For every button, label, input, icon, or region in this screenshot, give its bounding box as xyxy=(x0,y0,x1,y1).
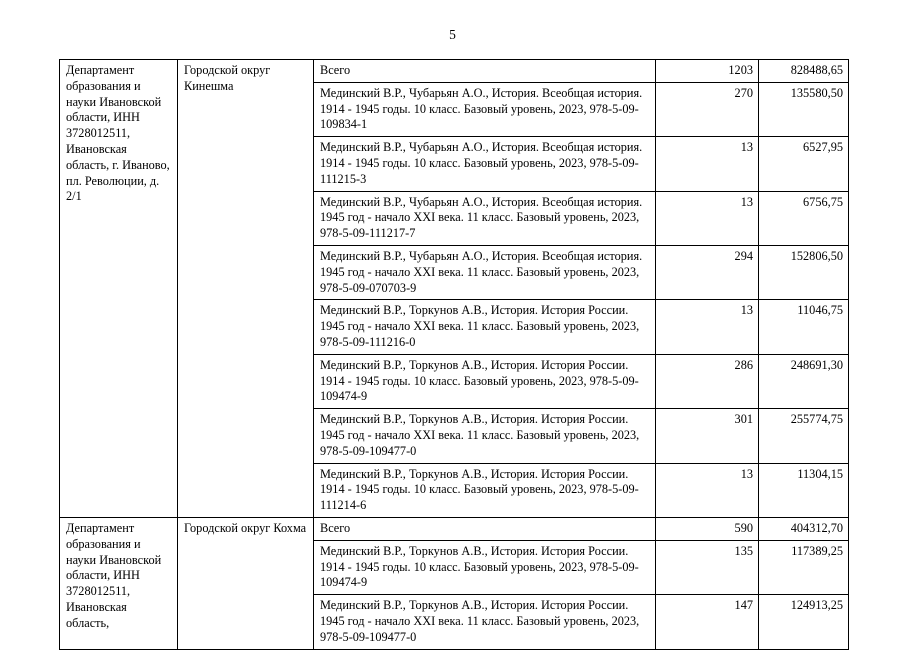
textbook-allocation-table-wrapper: Департамент образования и науки Ивановск… xyxy=(59,59,849,650)
table-row: Департамент образования и науки Ивановск… xyxy=(59,516,849,650)
municipality-cell: Городской округ Кохма xyxy=(177,516,314,650)
sum-cell: 255774,75 xyxy=(758,408,849,464)
textbook-title-cell: Мединский В.Р., Торкунов А.В., История. … xyxy=(313,299,656,355)
table-row: Мединский В.Р., Чубарьян А.О., История. … xyxy=(60,136,849,192)
textbook-title-cell: Мединский В.Р., Чубарьян А.О., История. … xyxy=(313,244,656,301)
textbook-title-cell: Мединский В.Р., Торкунов А.В., История. … xyxy=(313,353,656,410)
quantity-cell: 13 xyxy=(655,190,759,246)
total-label-cell: Всего xyxy=(313,59,656,83)
quantity-cell: 13 xyxy=(655,299,759,355)
quantity-cell: 590 xyxy=(655,516,759,541)
table-row: Мединский В.Р., Торкунов А.В., История. … xyxy=(60,353,849,410)
textbook-title-cell: Мединский В.Р., Чубарьян А.О., История. … xyxy=(313,81,656,138)
total-label-cell: Всего xyxy=(313,516,656,541)
table-row: Мединский В.Р., Чубарьян А.О., История. … xyxy=(60,190,849,246)
quantity-cell: 286 xyxy=(655,353,759,410)
page-number: 5 xyxy=(449,27,456,42)
textbook-title-cell: Мединский В.Р., Чубарьян А.О., История. … xyxy=(313,136,656,192)
quantity-cell: 294 xyxy=(655,244,759,301)
sum-cell: 11304,15 xyxy=(758,462,849,518)
textbook-title-cell: Мединский В.Р., Торкунов А.В., История. … xyxy=(313,462,656,518)
quantity-cell: 147 xyxy=(655,594,759,650)
quantity-cell: 135 xyxy=(655,539,759,596)
table-row: Мединский В.Р., Чубарьян А.О., История. … xyxy=(60,81,849,138)
sum-cell: 152806,50 xyxy=(758,244,849,301)
quantity-cell: 270 xyxy=(655,81,759,138)
organization-cell: Департамент образования и науки Ивановск… xyxy=(59,516,178,650)
sum-cell: 11046,75 xyxy=(758,299,849,355)
textbook-title-cell: Мединский В.Р., Торкунов А.В., История. … xyxy=(313,539,656,596)
table-row: Департамент образования и науки Ивановск… xyxy=(59,59,849,518)
sum-cell: 6527,95 xyxy=(758,136,849,192)
sum-cell: 828488,65 xyxy=(758,59,849,83)
municipality-cell: Городской округ Кинешма xyxy=(177,59,314,518)
table-row: Мединский В.Р., Торкунов А.В., История. … xyxy=(60,299,849,355)
table-row: Мединский В.Р., Чубарьян А.О., История. … xyxy=(60,244,849,301)
quantity-cell: 301 xyxy=(655,408,759,464)
sum-cell: 135580,50 xyxy=(758,81,849,138)
organization-cell: Департамент образования и науки Ивановск… xyxy=(59,59,178,518)
sum-cell: 6756,75 xyxy=(758,190,849,246)
sum-cell: 117389,25 xyxy=(758,539,849,596)
table-row: Мединский В.Р., Торкунов А.В., История. … xyxy=(60,462,849,518)
textbook-title-cell: Мединский В.Р., Торкунов А.В., История. … xyxy=(313,408,656,464)
sum-cell: 248691,30 xyxy=(758,353,849,410)
table-row: Мединский В.Р., Торкунов А.В., История. … xyxy=(60,539,849,596)
textbook-title-cell: Мединский В.Р., Чубарьян А.О., История. … xyxy=(313,190,656,246)
quantity-cell: 13 xyxy=(655,136,759,192)
sum-cell: 404312,70 xyxy=(758,516,849,541)
quantity-cell: 1203 xyxy=(655,59,759,83)
textbook-allocation-table: Департамент образования и науки Ивановск… xyxy=(59,59,849,650)
table-row: Мединский В.Р., Торкунов А.В., История. … xyxy=(60,408,849,464)
quantity-cell: 13 xyxy=(655,462,759,518)
textbook-title-cell: Мединский В.Р., Торкунов А.В., История. … xyxy=(313,594,656,650)
sum-cell: 124913,25 xyxy=(758,594,849,650)
table-body: Департамент образования и науки Ивановск… xyxy=(59,59,849,650)
